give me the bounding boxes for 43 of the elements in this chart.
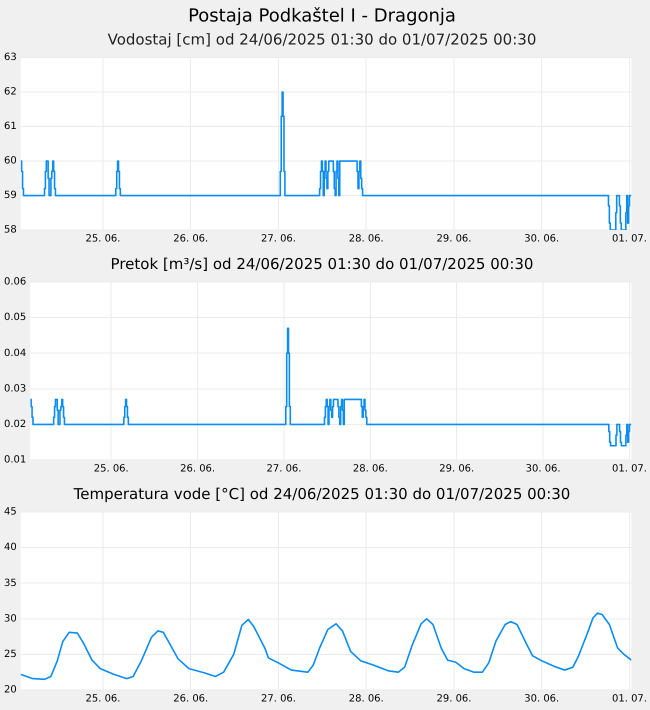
y-tick-label: 0.04	[4, 348, 26, 359]
y-tick-label: 0.01	[4, 454, 26, 466]
y-tick-label: 62	[4, 86, 17, 98]
x-tick-label: 25. 06.	[85, 234, 120, 245]
x-tick-label: 27. 06.	[260, 234, 296, 245]
chart-subtitle: Vodostaj [cm] od 24/06/2025 01:30 do 01/07/2025 00:30	[108, 30, 536, 48]
y-tick-label: 0.02	[4, 418, 26, 430]
y-tick-label: 35	[4, 578, 17, 589]
x-tick-label: 30. 06.	[524, 694, 560, 705]
y-tick-label: 60	[4, 156, 17, 167]
x-tick-label: 27. 06.	[266, 464, 302, 475]
y-tick-label: 61	[4, 121, 17, 132]
y-tick-label: 0.03	[4, 383, 26, 394]
x-tick-label: 29. 06.	[436, 694, 472, 705]
y-tick-label: 0.05	[4, 312, 26, 324]
y-tick-label: 25	[4, 648, 17, 660]
x-tick-label: 01. 07.	[612, 694, 647, 705]
chart-title: Postaja Podkaštel I - Dragonja	[188, 5, 456, 26]
x-tick-label: 25. 06.	[85, 694, 120, 705]
y-tick-label: 45	[4, 506, 17, 518]
x-tick-label: 26. 06.	[173, 234, 208, 245]
x-tick-label: 25. 06.	[94, 464, 129, 475]
y-tick-label: 59	[4, 190, 17, 202]
x-tick-label: 28. 06.	[348, 234, 384, 245]
x-tick-label: 26. 06.	[180, 464, 216, 475]
chart-title: Temperatura vode [°C] od 24/06/2025 01:30 do 01/07/2025 00:30	[72, 484, 570, 503]
y-tick-label: 20	[4, 684, 17, 696]
x-tick-label: 28. 06.	[348, 694, 384, 705]
y-tick-label: 40	[4, 542, 17, 554]
x-tick-label: 28. 06.	[352, 464, 388, 475]
y-tick-label: 63	[4, 52, 17, 64]
y-tick-label: 30	[4, 613, 17, 624]
x-tick-label: 29. 06.	[436, 234, 472, 245]
x-tick-label: 29. 06.	[439, 464, 474, 475]
y-tick-label: 0.06	[4, 276, 26, 288]
x-tick-label: 26. 06.	[173, 694, 208, 705]
x-tick-label: 27. 06.	[260, 694, 296, 705]
x-tick-label: 01. 07.	[612, 234, 647, 245]
x-tick-label: 30. 06.	[526, 464, 561, 475]
x-tick-label: 01. 07.	[612, 464, 647, 475]
chart-title: Pretok [m³/s] od 24/06/2025 01:30 do 01/07/2025 00:30	[110, 254, 534, 273]
x-tick-label: 30. 06.	[524, 234, 560, 245]
y-tick-label: 58	[4, 224, 17, 236]
